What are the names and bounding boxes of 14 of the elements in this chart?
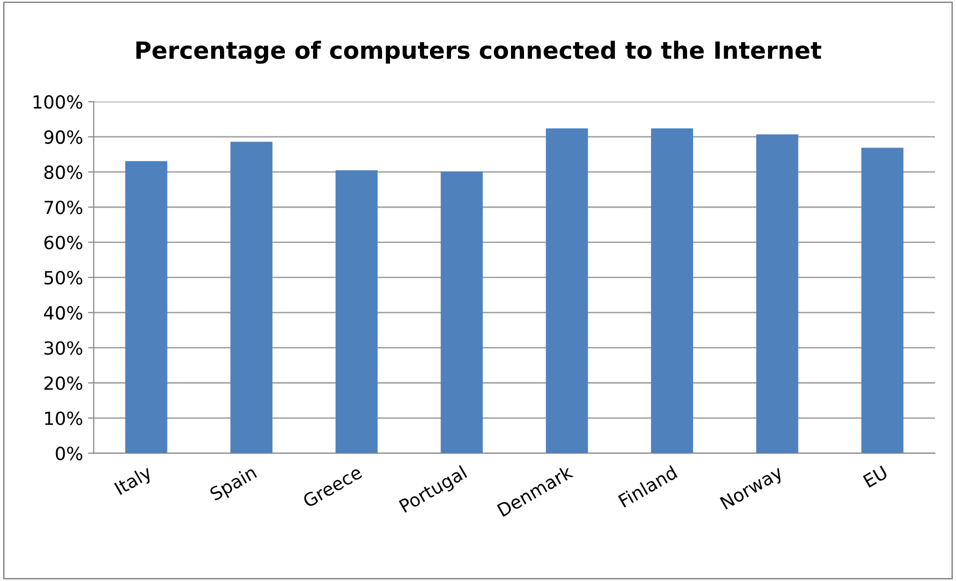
y-tick-label: 0%	[56, 446, 82, 460]
x-tick-label: EU	[862, 466, 888, 488]
y-tick-label: 70%	[44, 200, 82, 214]
y-tick-label: 10%	[45, 411, 82, 426]
y-tick-label: 60%	[44, 236, 82, 250]
y-tick-label: 40%	[44, 306, 82, 320]
y-tick-label: 20%	[44, 376, 82, 390]
y-tick-label: 30%	[44, 341, 82, 355]
y-tick-label: 80%	[44, 165, 82, 180]
x-tick-label: Italy	[114, 464, 155, 498]
y-tick-label: 100%	[34, 95, 82, 109]
chart-title: Percentage of computers connected to the Internet	[136, 40, 822, 64]
y-tick-label: 50%	[44, 270, 82, 285]
y-tick-label: 90%	[44, 130, 82, 144]
